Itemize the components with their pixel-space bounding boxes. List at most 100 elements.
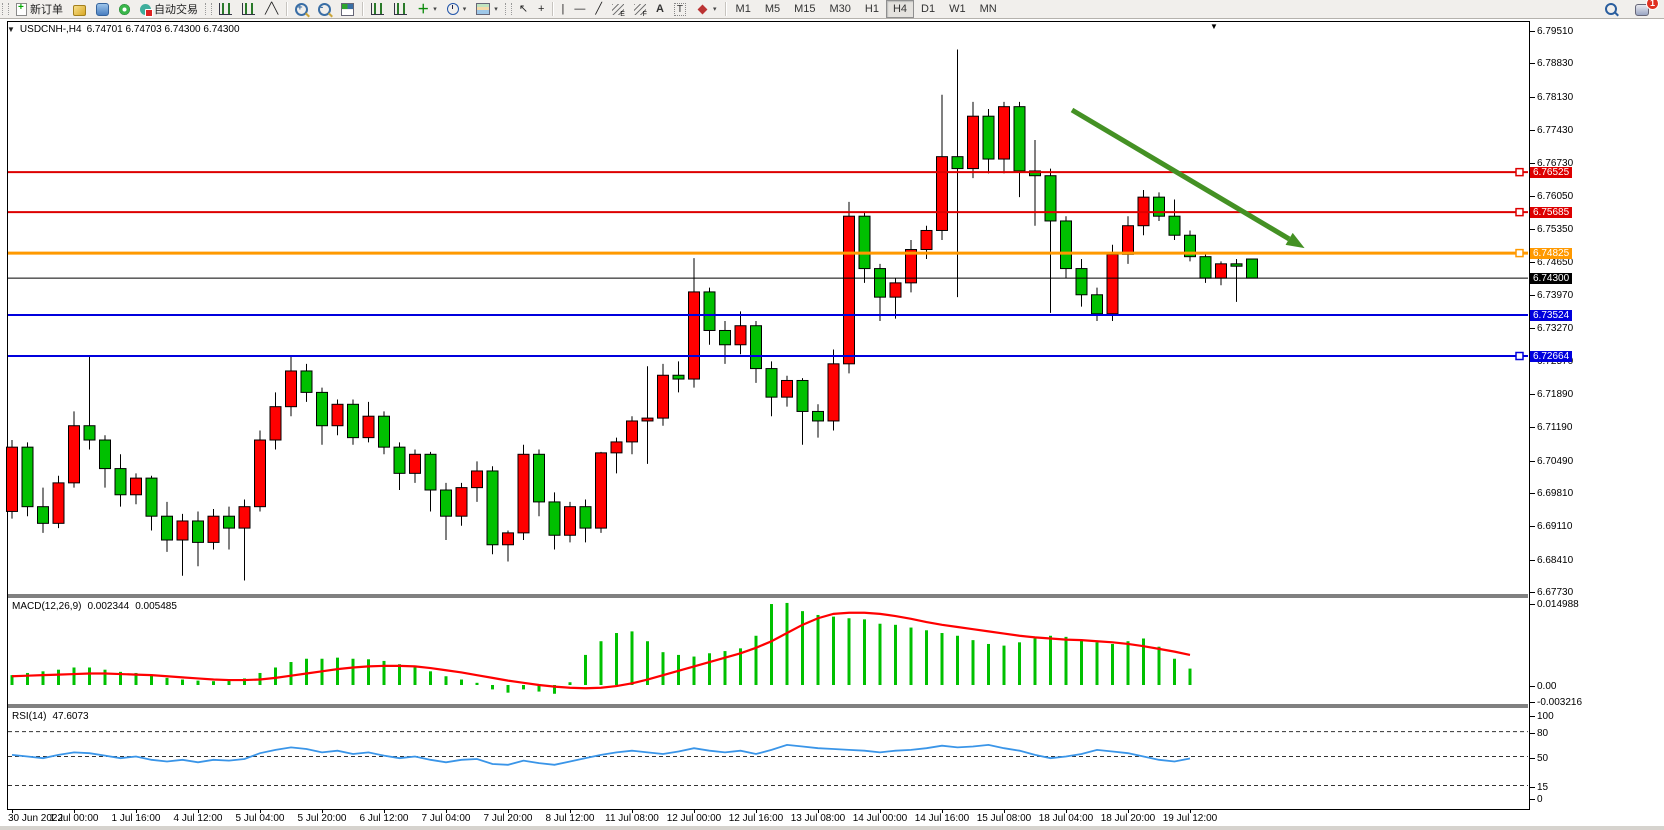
trendline-button[interactable]: ╱ [590,0,607,19]
price-axis[interactable]: 6.79510 6.78830 6.78130 6.77430 6.76730 6.760… [1529,21,1664,826]
line-chart-icon: ╱╲ [265,2,279,15]
scroll-end-marker[interactable]: ▼ [1210,22,1218,31]
time-tick-mark [880,810,881,813]
trendline-icon: ╱ [595,2,602,15]
time-tick-mark [198,810,199,813]
fibonacci-button[interactable]: F [629,0,651,19]
equidistant-channel-button[interactable]: E [607,0,629,19]
time-label: 30 Jun 2022 [8,813,64,824]
toolbar-drag-handle[interactable] [504,3,512,15]
templates-button[interactable]: ▾ [471,0,503,19]
price-tick: 6.76730 [1529,158,1574,170]
tab-timeframe-w1[interactable]: W1 [949,3,966,15]
price-tick: 6.69810 [1529,487,1574,499]
collapse-arrow-icon[interactable]: ▼ [7,25,15,34]
zoom-out-button[interactable]: - [313,0,336,19]
price-badge: 6.75685 [1530,207,1573,219]
rsi-scale-tick: 50 [1529,752,1549,764]
horizontal-line-button[interactable]: — [569,0,590,19]
tab-timeframe-m30[interactable]: M30 [829,3,851,15]
arrows-tool-button[interactable]: ▾ [691,0,722,19]
zoom-in-button[interactable]: + [290,0,313,19]
time-label: 8 Jul 12:00 [545,813,595,824]
auto-scroll-icon [371,3,385,15]
text-tool-button[interactable]: A [651,0,669,19]
time-label: 15 Jul 08:00 [976,813,1032,824]
crosshair-tool-button[interactable]: + [533,0,549,19]
time-tick-mark [694,810,695,813]
tab-timeframe-m5[interactable]: M5 [764,3,781,15]
rsi-scale-tick: 0 [1530,794,1543,805]
toolbar-separator [724,2,726,16]
candlestick-chart-icon [242,3,255,15]
signals-button[interactable] [114,0,135,19]
candlestick-chart-button[interactable] [237,0,260,19]
tab-timeframe-mn[interactable]: MN [979,3,997,15]
toolbar-separator [286,2,288,16]
tab-timeframe-h1[interactable]: H1 [864,3,879,15]
time-label: 18 Jul 04:00 [1038,813,1094,824]
vertical-line-button[interactable]: | [556,0,569,19]
chart-shift-button[interactable] [389,0,412,19]
time-label: 7 Jul 20:00 [483,813,533,824]
tab-timeframe-m15[interactable]: M15 [794,3,816,15]
editor-button[interactable] [68,0,91,19]
time-tick-mark [322,810,323,813]
new-order-button[interactable]: 新订单 [11,0,68,19]
time-tick-mark [384,810,385,813]
cursor-icon: ↖ [518,2,529,15]
time-label: 19 Jul 12:00 [1162,813,1218,824]
add-indicator-button[interactable]: ＋ ▾ [417,1,437,16]
time-axis[interactable]: 30 Jun 2022 1 Jul 00:00 1 Jul 16:00 4 Jul 1… [0,810,1664,826]
tile-windows-button[interactable] [336,0,359,19]
price-badge: 6.72664 [1530,351,1573,362]
search-button[interactable] [1600,0,1622,19]
macd-pane [10,602,1192,694]
macd-scale-tick: 0.014988 [1530,599,1579,610]
time-label: 14 Jul 00:00 [852,813,908,824]
tab-timeframe-d1[interactable]: D1 [921,3,936,15]
price-badge: 6.73524 [1530,310,1573,322]
vertical-line-icon: | [561,2,565,15]
auto-scroll-button[interactable] [366,0,389,19]
price-tick: 6.76050 [1529,190,1574,202]
cursor-tool-button[interactable]: ↖ [514,0,533,19]
ohlc-values: 6.74701 6.74703 6.74300 6.74300 [86,24,240,35]
line-chart-button[interactable]: ╱╲ [260,0,283,19]
notifications-button[interactable]: 1 [1630,0,1659,19]
tile-windows-icon [341,2,355,16]
zoom-in-icon: + [295,2,309,16]
macd-label-row: MACD(12,26,9) 0.002344 0.005485 [12,601,177,612]
time-label: 12 Jul 00:00 [666,813,722,824]
autotrading-button[interactable]: 自动交易 [135,0,203,19]
price-badge: 6.76525 [1530,167,1573,179]
periods-icon [446,3,459,15]
arrows-icon [697,4,708,14]
price-tick: 6.69110 [1529,521,1573,533]
toolbar-drag-handle[interactable] [205,3,212,15]
toolbar-drag-handle[interactable] [2,3,9,15]
rsi-pane [8,731,1528,787]
community-button[interactable] [91,0,114,19]
tab-timeframe-h4[interactable]: H4 [885,0,915,18]
label-tool-button[interactable]: T [669,0,691,19]
periods-button[interactable]: ▾ [442,0,472,19]
symbol-title-row[interactable]: ▼ USDCNH-,H4 6.74701 6.74703 6.74300 6.7… [7,24,240,35]
candles-group [6,49,1258,581]
chart-canvas[interactable] [0,19,1664,826]
time-tick-mark [1066,810,1067,813]
main-toolbar: 新订单 自动交易 ╱╲ + - ＋▾ ▾ ▾ ↖ + [0,0,1664,19]
price-tick: 6.74650 [1529,257,1574,269]
horizontal-lines-group[interactable] [8,167,1528,361]
trend-arrow[interactable] [1070,107,1305,249]
bar-chart-button[interactable] [214,0,237,19]
tab-timeframe-m1[interactable]: M1 [735,3,751,15]
toolbar-separator [552,2,554,16]
price-tick: 6.68410 [1529,554,1574,566]
notifications-icon [1635,4,1649,16]
macd-value-main: 0.002344 [87,601,130,612]
bar-chart-icon [219,3,232,15]
time-tick-mark [1004,810,1005,813]
price-tick: 6.78130 [1529,91,1574,103]
